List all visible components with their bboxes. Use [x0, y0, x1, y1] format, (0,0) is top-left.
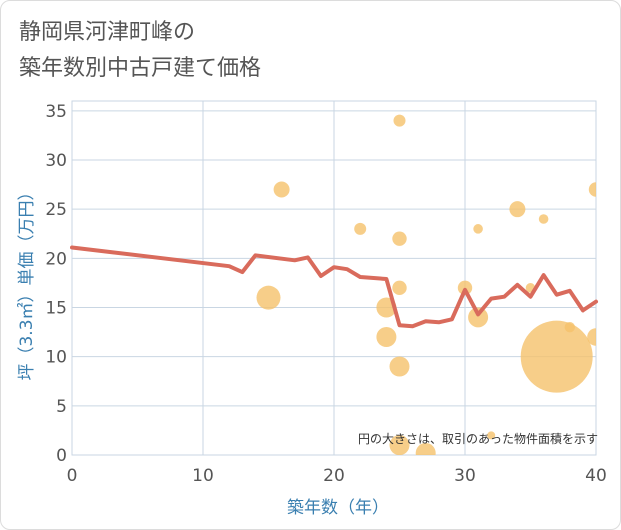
y-axis-title: 坪（3.3㎡）単価（万円）	[17, 183, 37, 380]
tick-labels: 0 5 10 15 20 25 30 35 0 10 20 30 40	[45, 102, 606, 486]
chart-title: 静岡県河津町峰の 築年数別中古戸建て価格	[19, 15, 261, 87]
size-note: 円の大きさは、取引のあった物件面積を示す	[358, 431, 598, 446]
trend-line-group	[70, 245, 598, 329]
x-tick-label: 40	[585, 466, 607, 486]
bubble-point	[392, 231, 407, 246]
bubble-point	[354, 222, 367, 235]
bubble-point	[587, 328, 596, 346]
y-tick-label: 20	[45, 249, 67, 269]
x-axis-title: 築年数（年）	[287, 498, 389, 518]
bubble-point	[256, 285, 281, 310]
bubble-point	[389, 356, 410, 377]
y-tick-label: 5	[56, 397, 67, 417]
bubble-point	[473, 224, 483, 234]
y-tick-label: 35	[45, 102, 67, 122]
x-tick-label: 10	[192, 466, 214, 486]
title-line-1: 静岡県河津町峰の	[19, 20, 196, 45]
bubble-point	[468, 307, 489, 328]
bubble-point	[588, 182, 596, 197]
bubble-point	[538, 214, 549, 224]
bubble-point	[487, 431, 496, 440]
bubble-point	[376, 327, 397, 347]
y-tick-label: 10	[45, 348, 67, 368]
y-tick-label: 25	[45, 200, 67, 220]
x-tick-label: 0	[67, 466, 78, 486]
bubble-point	[564, 321, 575, 333]
bubble-point	[389, 435, 410, 455]
bubble-point	[393, 114, 406, 127]
y-tick-label: 15	[45, 299, 67, 319]
grid	[71, 100, 597, 456]
x-tick-label: 30	[454, 466, 476, 486]
y-tick-label: 30	[45, 151, 67, 171]
bubble-point	[415, 443, 436, 455]
bubble-point	[273, 181, 290, 198]
trend-line	[70, 245, 598, 329]
bubble-point	[509, 201, 526, 218]
y-tick-label: 0	[56, 446, 67, 466]
x-tick-label: 20	[323, 466, 345, 486]
bubble-point	[392, 280, 407, 296]
title-line-2: 築年数別中古戸建て価格	[19, 56, 262, 81]
bubble-point	[520, 320, 593, 393]
